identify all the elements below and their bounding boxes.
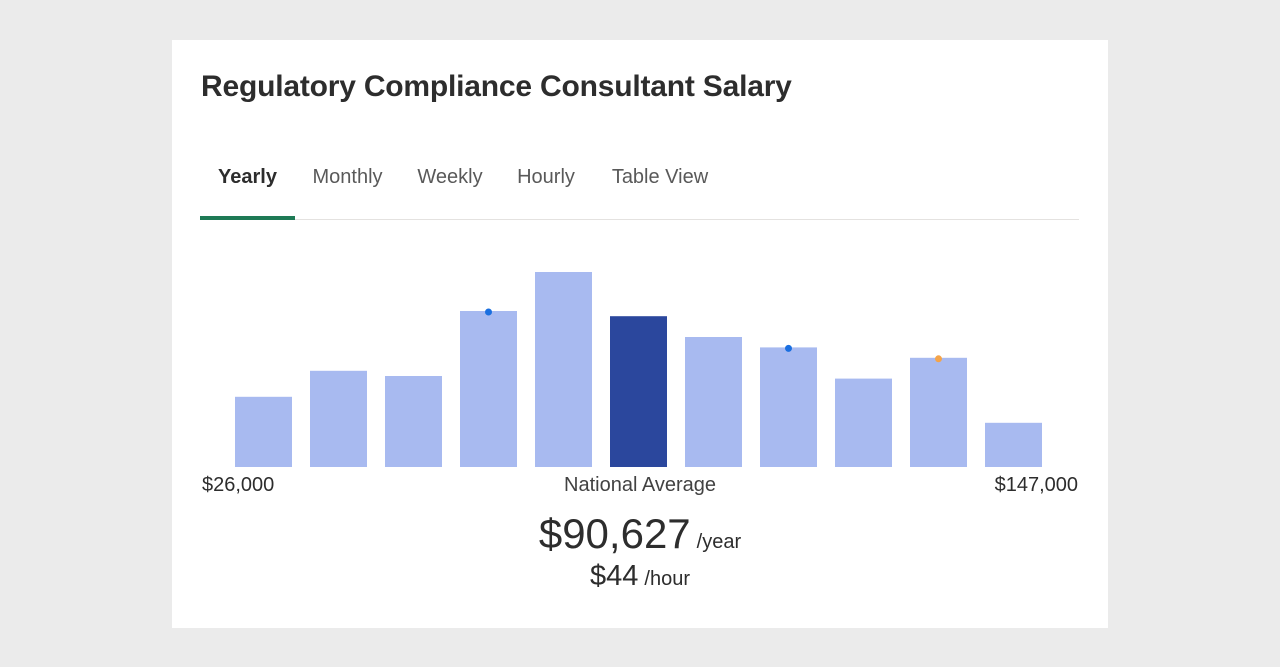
- average-yearly-unit: /year: [696, 531, 742, 553]
- national-average-label: National Average: [564, 474, 716, 496]
- tab-table-view[interactable]: Table View: [611, 166, 709, 188]
- histogram-bar-average: [610, 316, 667, 467]
- bar-marker-dot: [485, 308, 492, 316]
- salary-card: Regulatory Compliance Consultant Salary …: [172, 40, 1108, 628]
- average-hourly-value: $44: [590, 560, 639, 592]
- page-title: Regulatory Compliance Consultant Salary: [201, 70, 792, 103]
- histogram-bar: [235, 396, 292, 467]
- histogram-bar: [985, 422, 1042, 467]
- bar-marker-dot: [935, 355, 942, 363]
- range-max-label: $147,000: [994, 474, 1078, 496]
- histogram-bar: [385, 376, 442, 467]
- average-yearly: $90,627/year: [172, 510, 1108, 558]
- histogram-bar: [460, 311, 517, 467]
- histogram-bar: [760, 347, 817, 467]
- average-hourly-unit: /hour: [644, 568, 690, 590]
- average-hourly: $44/hour: [172, 560, 1108, 593]
- tab-hourly[interactable]: Hourly: [517, 166, 575, 188]
- histogram-bar: [685, 337, 742, 467]
- histogram-bar: [910, 357, 967, 467]
- histogram-bar: [310, 370, 367, 467]
- tab-yearly[interactable]: Yearly: [200, 158, 295, 220]
- bar-marker-dot: [785, 344, 792, 352]
- range-min-label: $26,000: [202, 474, 275, 496]
- tab-monthly[interactable]: Monthly: [312, 166, 383, 188]
- period-tabs: Yearly Monthly Weekly Hourly Table View: [200, 158, 1079, 220]
- average-yearly-value: $90,627: [538, 510, 691, 557]
- histogram-bar: [835, 378, 892, 467]
- tab-weekly[interactable]: Weekly: [417, 166, 483, 188]
- salary-distribution-chart: [235, 272, 1042, 467]
- histogram-bar: [535, 272, 592, 467]
